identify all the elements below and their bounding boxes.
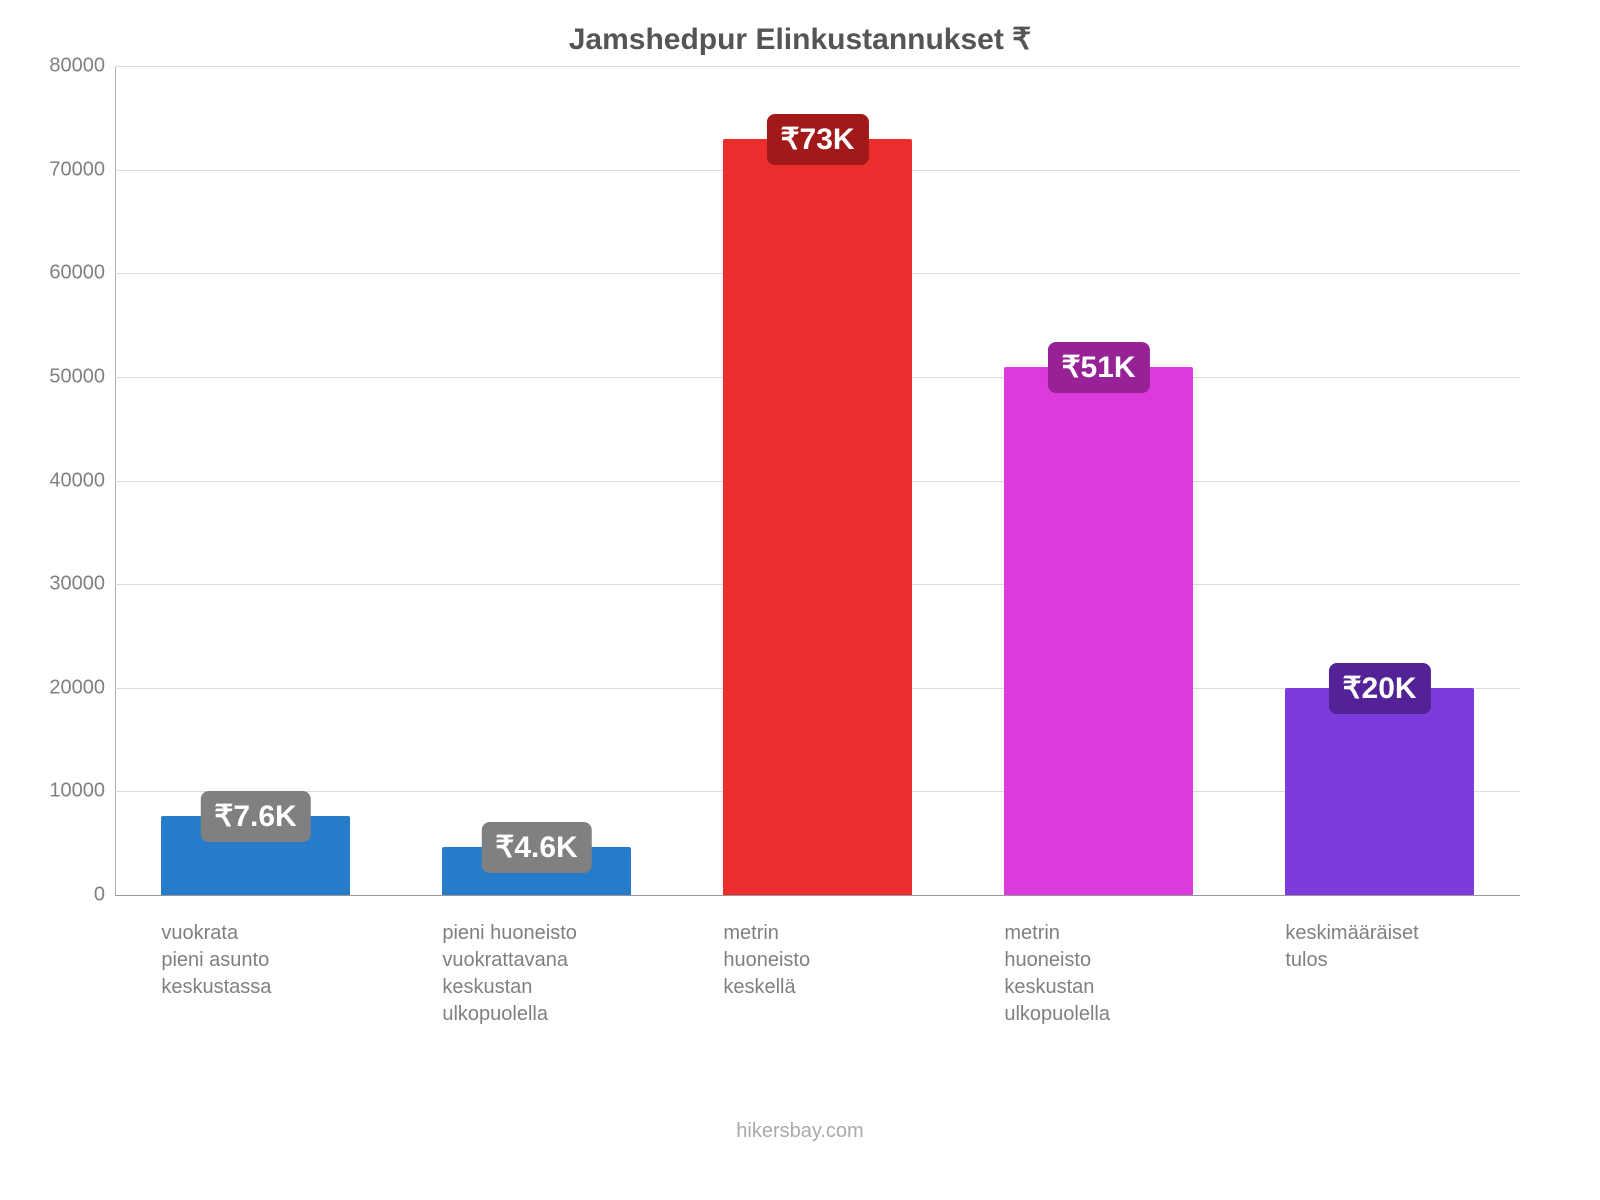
xtick-label: metrinhuoneistokeskellä — [723, 920, 911, 1001]
xtick-label: pieni huoneistovuokrattavanakeskustanulk… — [442, 920, 630, 1028]
chart-title: Jamshedpur Elinkustannukset ₹ — [0, 22, 1600, 57]
bar — [723, 139, 911, 895]
plot-area — [115, 66, 1520, 895]
x-axis-line — [115, 895, 1520, 896]
bar-value-badge: ₹4.6K — [481, 822, 591, 873]
chart-container: Jamshedpur Elinkustannukset ₹ 0 10000 2000… — [0, 0, 1600, 1200]
ytick-label: 50000 — [49, 365, 105, 388]
ytick-label: 70000 — [49, 158, 105, 181]
bar — [1004, 367, 1192, 895]
bar-value-badge: ₹73K — [766, 114, 868, 165]
xtick-label: vuokratapieni asuntokeskustassa — [161, 920, 349, 1001]
bar-value-badge: ₹7.6K — [200, 791, 310, 842]
xtick-label: keskimääräisettulos — [1285, 920, 1473, 974]
ytick-label: 30000 — [49, 573, 105, 596]
ytick-label: 80000 — [49, 55, 105, 78]
ytick-label: 40000 — [49, 469, 105, 492]
bar-value-badge: ₹51K — [1047, 342, 1149, 393]
credit: hikersbay.com — [0, 1120, 1600, 1143]
ytick-label: 0 — [94, 884, 105, 907]
ytick-label: 20000 — [49, 676, 105, 699]
bar — [1285, 688, 1473, 895]
ytick-label: 10000 — [49, 780, 105, 803]
xtick-label: metrinhuoneistokeskustanulkopuolella — [1004, 920, 1192, 1028]
gridline — [115, 66, 1520, 67]
bar-value-badge: ₹20K — [1328, 663, 1430, 714]
ytick-label: 60000 — [49, 262, 105, 285]
